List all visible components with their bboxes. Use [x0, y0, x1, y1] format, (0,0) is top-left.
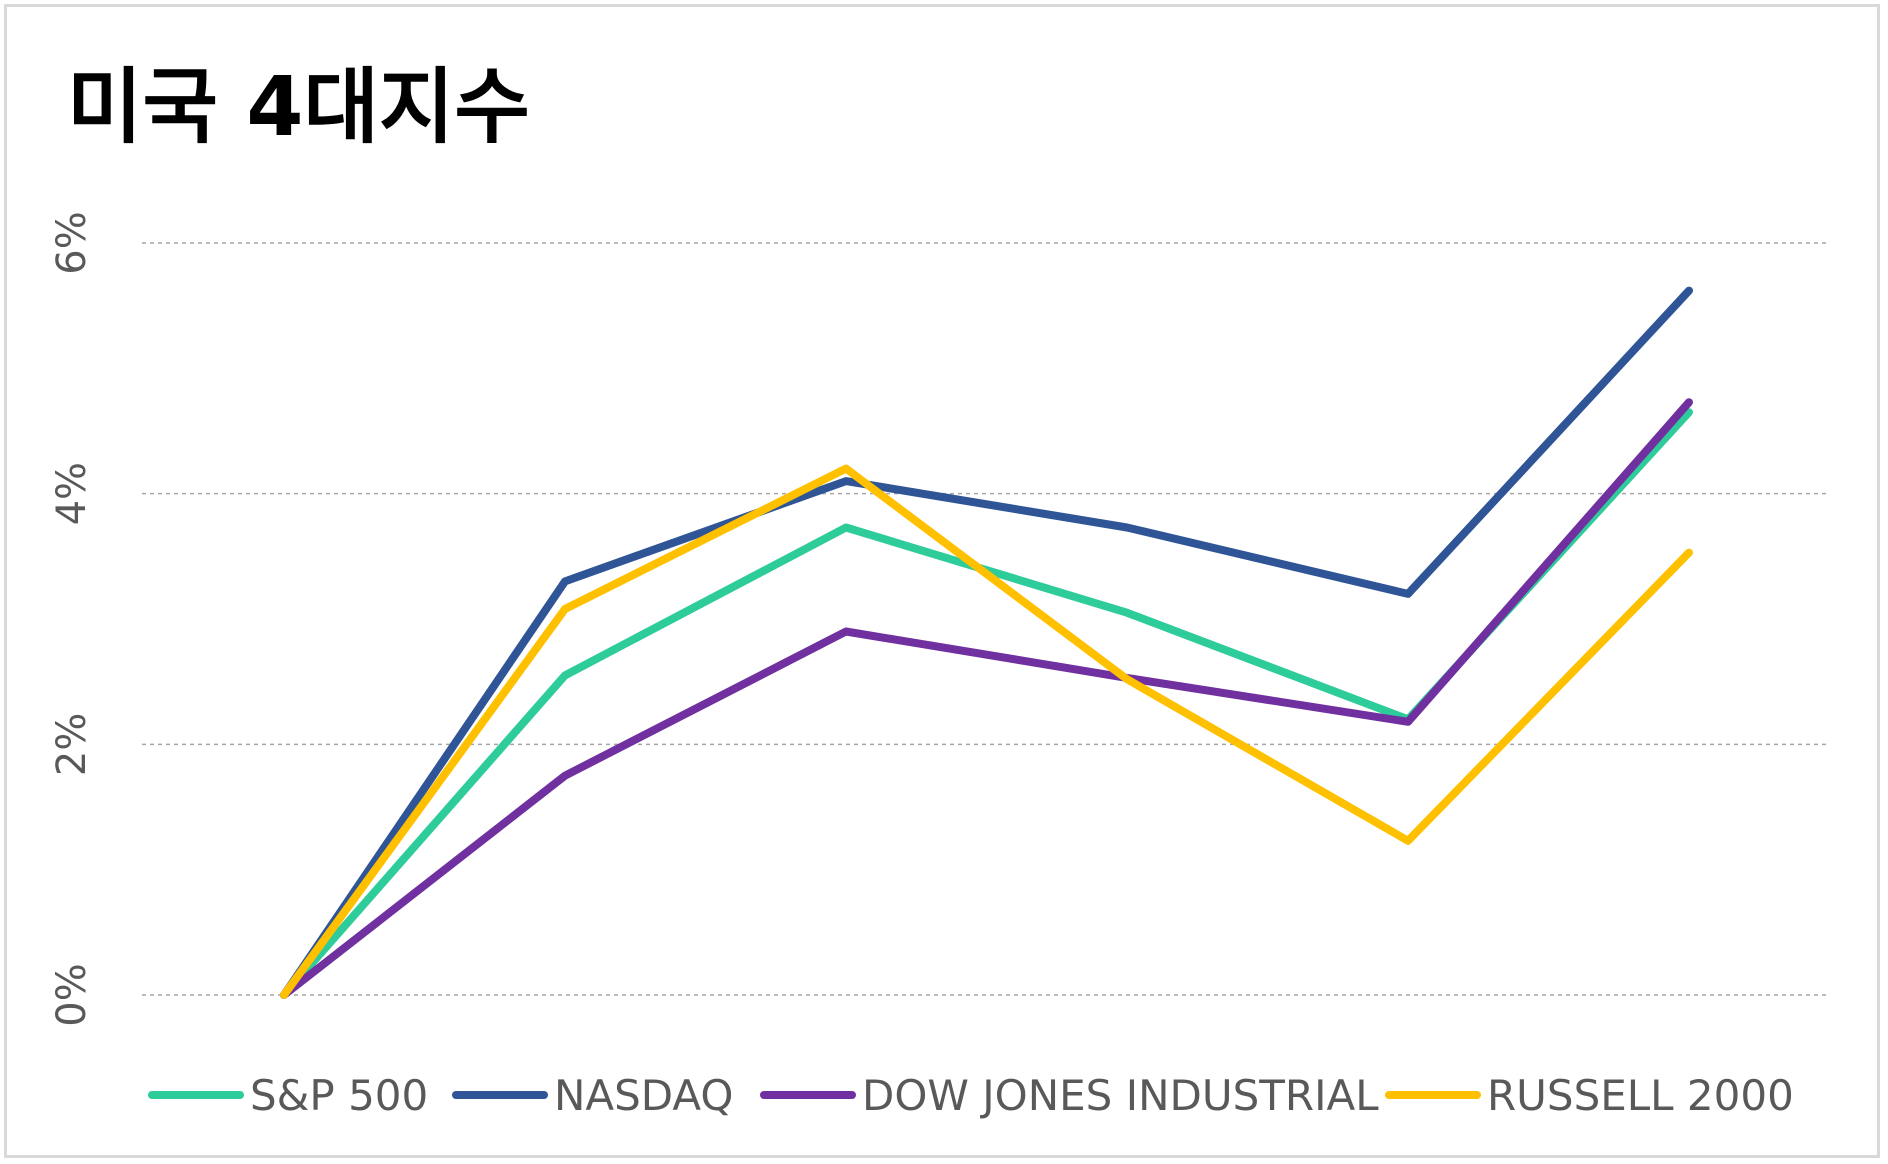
legend-label-s-p-500: S&P 500: [250, 1071, 428, 1120]
series-line-russell-2000: [280, 464, 1693, 999]
chart-frame: 미국 4대지수 0% 2% 4% 6% S&P 500 NASDAQ DOW JONES …: [4, 4, 1880, 1158]
y-tick-label: 0%: [49, 963, 95, 1026]
y-tick-label: 6%: [49, 211, 95, 274]
y-tick-label: 4%: [49, 462, 95, 525]
legend: S&P 500 NASDAQ DOW JONES INDUSTRIAL RUSSELL…: [148, 1071, 1794, 1120]
series-line-dow-jones-industrial: [280, 398, 1693, 999]
chart-svg: 미국 4대지수 0% 2% 4% 6% S&P 500 NASDAQ DOW JONES …: [49, 60, 1829, 1120]
legend-label-nasdaq: NASDAQ: [554, 1071, 733, 1120]
series-layer: [280, 286, 1693, 999]
legend-label-russell-2000: RUSSELL 2000: [1487, 1071, 1794, 1120]
chart-title: 미국 4대지수: [67, 60, 530, 155]
grid-layer: [142, 242, 1829, 996]
series-line-nasdaq: [280, 286, 1693, 999]
y-tick-label: 2%: [49, 713, 95, 776]
legend-label-dow-jones-industrial: DOW JONES INDUSTRIAL: [862, 1071, 1379, 1120]
y-axis-ticks: 0% 2% 4% 6%: [49, 211, 95, 1026]
